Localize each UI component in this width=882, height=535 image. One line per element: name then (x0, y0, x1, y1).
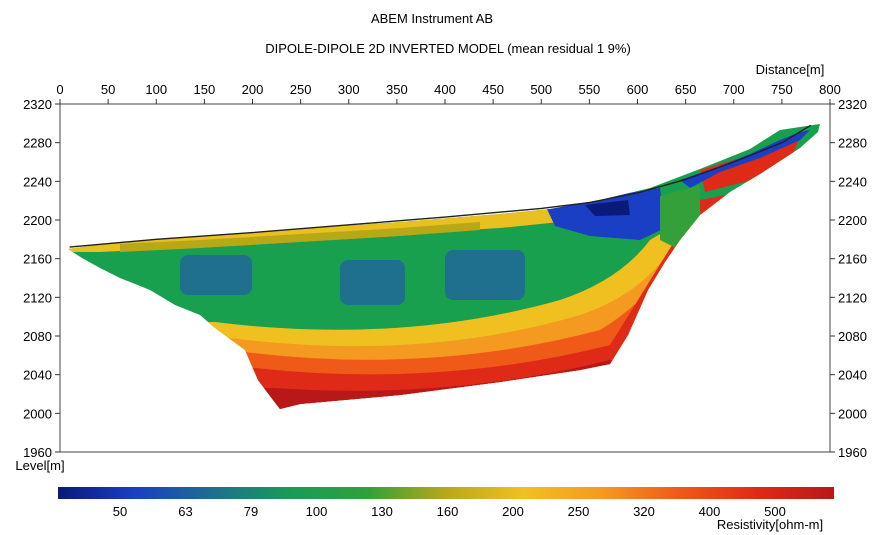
y-axis-ticks-right: 2320 2280 2240 2200 2160 2120 2080 2040 2000 1960 (830, 97, 867, 460)
colorbar-tick-label: 200 (502, 504, 524, 519)
colorbar-tick-label: 79 (244, 504, 258, 519)
x-tick-label: 0 (56, 82, 63, 97)
x-tick-label: 550 (579, 82, 601, 97)
x-tick-label: 800 (819, 82, 841, 97)
surface-line (69, 124, 812, 248)
x-axis-label: Distance[m] (756, 62, 825, 77)
colorbar-tick-label: 63 (178, 504, 192, 519)
y-tick-label-right: 2200 (838, 213, 867, 228)
model-olive-band (120, 222, 480, 252)
y-axis-label: Level[m] (15, 458, 64, 473)
x-tick-label: 350 (386, 82, 408, 97)
model-right-red (700, 138, 800, 192)
colorbar-tick-label: 500 (764, 504, 786, 519)
colorbar-tick-label: 130 (371, 504, 393, 519)
y-tick-label-left: 2200 (23, 213, 52, 228)
y-tick-label-right: 2080 (838, 329, 867, 344)
x-tick-label: 50 (101, 82, 115, 97)
y-tick-label-right: 2120 (838, 290, 867, 305)
company-title: ABEM Instrument AB (371, 11, 493, 26)
model-teal-low-2 (340, 260, 405, 305)
x-tick-label: 600 (627, 82, 649, 97)
x-tick-label: 450 (482, 82, 504, 97)
colorbar-tick-label: 250 (568, 504, 590, 519)
y-tick-label-right: 2040 (838, 368, 867, 383)
y-tick-label-left: 2280 (23, 136, 52, 151)
x-tick-label: 250 (290, 82, 312, 97)
y-tick-label-left: 2080 (23, 329, 52, 344)
y-tick-label-right: 1960 (838, 445, 867, 460)
x-tick-label: 300 (338, 82, 360, 97)
model-teal-low-3 (445, 250, 525, 300)
y-tick-label-left: 2040 (23, 368, 52, 383)
colorbar-ticks: 50 63 79 100 130 160 200 250 320 400 500 (113, 504, 786, 519)
x-tick-label: 500 (530, 82, 552, 97)
y-axis-ticks-left: 2320 2280 2240 2200 2160 2120 2080 2040 2000 1960 (23, 97, 60, 460)
model-teal-low-1 (180, 255, 252, 295)
y-tick-label-left: 2000 (23, 406, 52, 421)
y-tick-label-right: 2160 (838, 252, 867, 267)
colorbar-tick-label: 50 (113, 504, 127, 519)
y-tick-label-left: 2160 (23, 252, 52, 267)
colorbar-tick-label: 320 (633, 504, 655, 519)
chart-title: DIPOLE-DIPOLE 2D INVERTED MODEL (mean re… (265, 41, 631, 56)
x-tick-label: 150 (194, 82, 216, 97)
y-tick-label-left: 2320 (23, 97, 52, 112)
x-tick-label: 200 (242, 82, 264, 97)
x-tick-label: 400 (434, 82, 456, 97)
colorbar (58, 487, 834, 499)
x-axis-ticks: 0 50 100 150 200 250 300 350 400 450 500 550 600 650 7… (56, 82, 841, 104)
colorbar-tick-label: 160 (437, 504, 459, 519)
colorbar-tick-label: 100 (306, 504, 328, 519)
x-tick-label: 100 (145, 82, 167, 97)
model-darkblue-core (585, 200, 630, 216)
colorbar-label: Resistivity[ohm-m] (717, 517, 823, 532)
x-tick-label: 650 (675, 82, 697, 97)
y-tick-label-left: 1960 (23, 445, 52, 460)
y-tick-label-right: 2000 (838, 406, 867, 421)
y-tick-label-left: 2120 (23, 290, 52, 305)
colorbar-tick-label: 400 (699, 504, 721, 519)
y-tick-label-right: 2240 (838, 174, 867, 189)
y-tick-label-left: 2240 (23, 174, 52, 189)
x-tick-label: 700 (723, 82, 745, 97)
x-tick-label: 750 (771, 82, 793, 97)
y-tick-label-right: 2320 (838, 97, 867, 112)
y-tick-label-right: 2280 (838, 136, 867, 151)
